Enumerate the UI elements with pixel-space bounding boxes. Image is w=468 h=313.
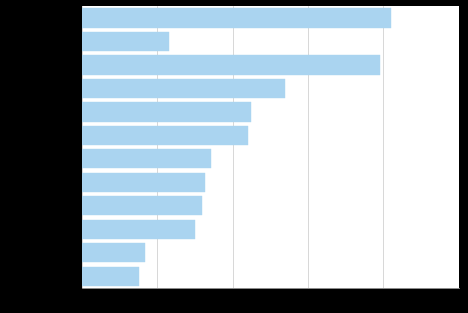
Bar (82, 102, 251, 121)
Bar (82, 149, 212, 168)
Bar (82, 126, 248, 145)
Bar (82, 267, 139, 286)
Bar (82, 32, 169, 51)
Bar (82, 196, 203, 215)
Bar (82, 220, 195, 239)
Bar (82, 55, 380, 74)
Bar (82, 79, 285, 98)
Bar (82, 243, 145, 262)
Bar (82, 8, 391, 28)
Bar (82, 173, 205, 192)
